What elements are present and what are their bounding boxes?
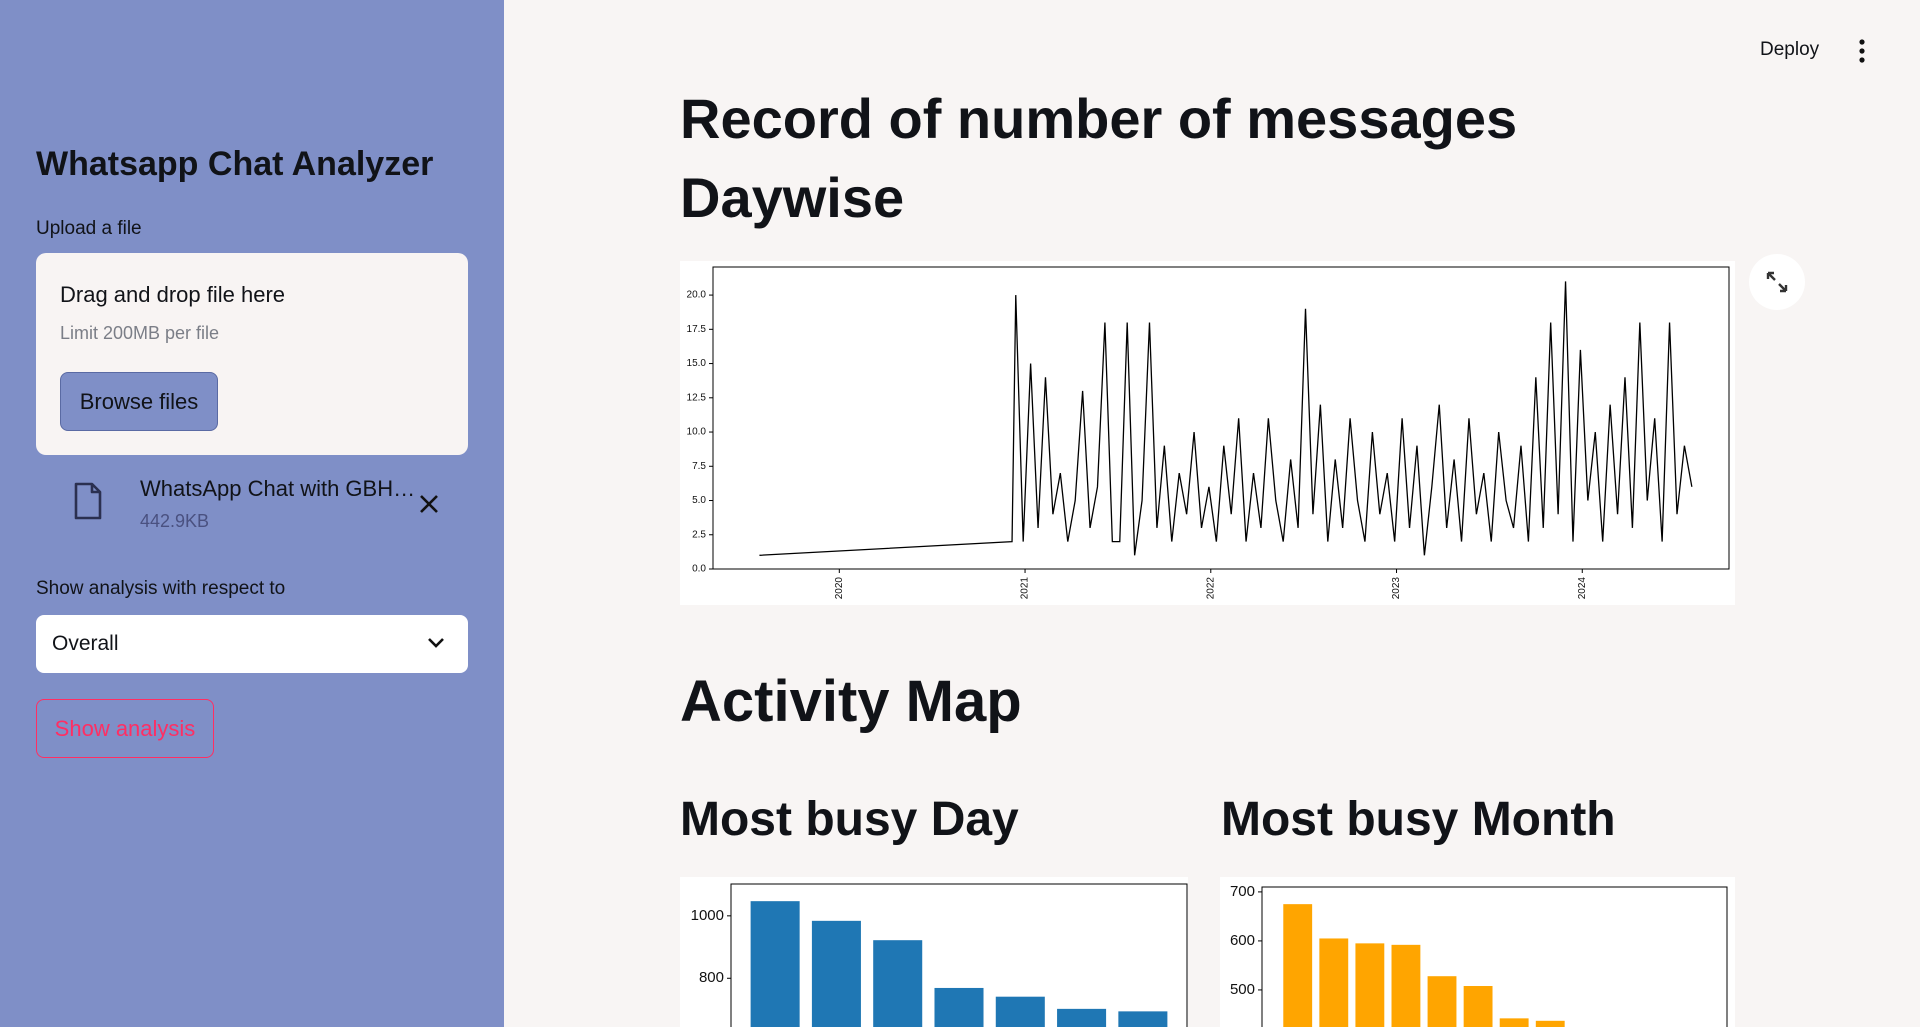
figure: 0.0 2.5 5.0 7.5 10.0 12.5 15.0 17.5 20.0 2020 2021… bbox=[680, 261, 1735, 605]
x-tick-label: 2023 bbox=[1391, 577, 1402, 600]
bar bbox=[934, 987, 984, 1027]
bar bbox=[811, 920, 861, 1027]
y-tick-label: 7.5 bbox=[692, 461, 706, 472]
page-title: Record of number of messages Daywise bbox=[680, 87, 1518, 229]
plot-frame bbox=[730, 883, 1188, 1027]
bar bbox=[1499, 1018, 1529, 1027]
plot-frame bbox=[712, 266, 1730, 570]
bar bbox=[1427, 976, 1457, 1027]
select-label: Show analysis with respect to bbox=[36, 578, 286, 599]
daywise-chart: 0.0 2.5 5.0 7.5 10.0 12.5 15.0 17.5 20.0 2020 2021… bbox=[687, 266, 1730, 600]
bar bbox=[1057, 1008, 1107, 1027]
bar bbox=[995, 996, 1045, 1027]
chevron bbox=[428, 638, 444, 648]
section-title: Activity Map bbox=[680, 669, 1022, 734]
browse-button[interactable]: Browse files bbox=[60, 372, 218, 431]
y-tick-label: 1000 bbox=[691, 907, 724, 924]
subsection-title: Most busy Day bbox=[680, 793, 1019, 846]
bar bbox=[1118, 1011, 1168, 1027]
dropzone-prompt: Drag and drop file here bbox=[60, 282, 286, 307]
data-line bbox=[759, 281, 1693, 556]
x-tick-label: 2022 bbox=[1205, 577, 1216, 600]
select-value: Overall bbox=[52, 632, 119, 655]
upload-label: Upload a file bbox=[36, 218, 142, 239]
busy-day-chart: 800 1000 bbox=[691, 883, 1188, 1027]
bar bbox=[750, 901, 800, 1027]
dropzone-limit: Limit 200MB per file bbox=[60, 323, 220, 343]
y-tick-label: 600 bbox=[1230, 932, 1255, 949]
subsection-title: Most busy Month bbox=[1221, 793, 1616, 846]
deploy-button[interactable]: Deploy bbox=[1760, 39, 1820, 60]
bar bbox=[1319, 938, 1349, 1027]
dropzone[interactable]: Drag and drop file here Limit 200MB per … bbox=[36, 253, 468, 455]
x-tick-label: 2020 bbox=[834, 577, 845, 600]
y-tick-label: 10.0 bbox=[687, 427, 707, 438]
y-tick-label: 800 bbox=[699, 969, 724, 986]
app-title: Whatsapp Chat Analyzer bbox=[36, 145, 434, 183]
bar bbox=[1355, 943, 1385, 1027]
y-tick-label: 15.0 bbox=[687, 358, 707, 369]
show-analysis-button[interactable]: Show analysis bbox=[36, 699, 214, 758]
sidebar: Whatsapp Chat Analyzer Upload a file Dra… bbox=[0, 0, 504, 1027]
figure: 500 600 700 bbox=[1220, 877, 1735, 1027]
plot-frame bbox=[1261, 886, 1728, 1027]
menu-button[interactable] bbox=[1855, 38, 1869, 64]
bar bbox=[1463, 986, 1493, 1027]
y-tick-label: 700 bbox=[1230, 883, 1255, 900]
bar bbox=[873, 940, 923, 1027]
bar bbox=[1535, 1020, 1565, 1027]
y-tick-label: 20.0 bbox=[687, 290, 707, 301]
select-box[interactable]: Overall bbox=[36, 615, 468, 673]
x-tick-label: 2021 bbox=[1020, 577, 1031, 600]
busy-month-chart: 500 600 700 bbox=[1230, 883, 1728, 1027]
y-tick-label: 5.0 bbox=[692, 495, 706, 506]
y-tick-label: 0.0 bbox=[692, 564, 706, 575]
bar bbox=[1391, 944, 1421, 1027]
bar bbox=[1283, 904, 1313, 1027]
fullscreen-button[interactable] bbox=[1749, 254, 1805, 310]
x-tick-label: 2024 bbox=[1577, 577, 1588, 600]
remove-file[interactable] bbox=[418, 493, 440, 515]
file-size: 442.9KB bbox=[140, 511, 210, 531]
y-tick-label: 17.5 bbox=[687, 324, 707, 335]
file-icon bbox=[74, 482, 102, 520]
figure: 800 1000 bbox=[680, 877, 1188, 1027]
file-name: WhatsApp Chat with GBH… bbox=[140, 476, 416, 501]
y-tick-label: 2.5 bbox=[692, 529, 706, 540]
y-tick-label: 500 bbox=[1230, 981, 1255, 998]
y-tick-label: 12.5 bbox=[687, 392, 707, 403]
